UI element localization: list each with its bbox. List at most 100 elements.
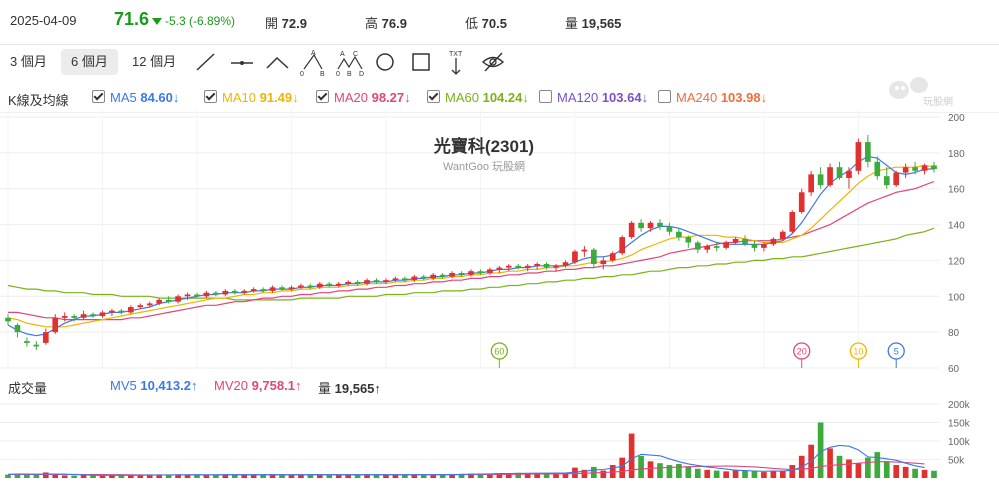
candle-body — [817, 174, 824, 186]
mv5-line — [7, 444, 925, 476]
candle-body — [685, 237, 692, 243]
volume-bar — [52, 474, 59, 478]
low-label: 低 — [465, 16, 479, 31]
volume-bar — [449, 474, 455, 478]
range-6m-button[interactable]: 6 個月 — [61, 49, 118, 75]
price-tick-label: 100 — [948, 292, 965, 303]
abcd-pattern-icon[interactable]: A C 0 B D — [336, 49, 364, 78]
volume-bar — [893, 465, 900, 478]
candle-body — [118, 310, 125, 313]
ma60-checkbox[interactable] — [427, 90, 440, 103]
volume-bar — [827, 448, 833, 478]
candle-body — [562, 262, 569, 266]
volume-bar — [515, 472, 522, 478]
volume-bar — [543, 472, 550, 478]
volume-bars — [5, 422, 937, 478]
candle-body — [71, 316, 77, 318]
volume-bar — [71, 475, 77, 478]
volume-bar — [685, 466, 692, 478]
volume-bar — [14, 473, 21, 478]
ma5-toggle[interactable]: MA5 84.60↓ — [92, 90, 179, 105]
ma120-checkbox[interactable] — [539, 90, 552, 103]
hide-drawings-icon[interactable] — [480, 49, 508, 75]
price-chart[interactable]: 60 80 100 120 140 160 180 200 光寶科(2301) WantGoo… — [0, 110, 999, 372]
price-tick-label: 60 — [948, 364, 960, 372]
range-12m-button[interactable]: 12 個月 — [132, 54, 177, 69]
open-label: 開 — [265, 16, 279, 31]
candle-body — [846, 170, 852, 178]
horizontal-line-icon[interactable] — [228, 49, 256, 75]
ma10-checkbox[interactable] — [204, 90, 217, 103]
ma-legend: K線及均線 MA5 84.60↓ MA10 91.49↓ MA20 98.27↓… — [0, 86, 999, 110]
volume-bar — [865, 457, 871, 478]
legend-divider — [0, 112, 999, 113]
volume-y-axis: 50k 100k 150k 200k — [948, 400, 971, 467]
abc-label-0: 0 — [300, 71, 304, 78]
candle-body — [411, 276, 418, 281]
rectangle-icon[interactable] — [408, 49, 436, 75]
volume-bar — [33, 475, 40, 478]
candle-body — [657, 222, 663, 227]
candle-body — [704, 246, 711, 250]
volume-bar — [505, 473, 512, 478]
candle-body — [279, 287, 285, 290]
ma10-toggle[interactable]: MA10 91.49↓ — [204, 90, 299, 105]
volume-bar — [524, 473, 531, 478]
candle-body — [477, 271, 484, 273]
circle-icon[interactable] — [372, 49, 400, 75]
last-price: 71.6 — [114, 9, 150, 29]
price-tick-label: 120 — [948, 256, 965, 267]
candle-body — [42, 332, 49, 343]
candle-body — [354, 281, 361, 284]
volume-bar — [779, 470, 786, 478]
price-tick-label: 160 — [948, 185, 965, 196]
volume-bar — [931, 470, 937, 478]
volume-stat: 量 19,565 — [565, 13, 621, 32]
volume-label: 量 — [565, 16, 579, 31]
candle-body — [534, 264, 540, 266]
logo-text: 玩股網 — [923, 95, 953, 108]
candle-body — [893, 172, 900, 186]
ma240-toggle[interactable]: MA240 103.98↓ — [658, 90, 767, 105]
ma-marker-label: 60 — [494, 347, 504, 357]
volume-bar — [24, 474, 30, 478]
ma240-checkbox[interactable] — [658, 90, 671, 103]
candle-body — [628, 222, 635, 238]
price-tick-label: 180 — [948, 149, 965, 160]
volume-bar — [439, 474, 446, 478]
ma120-toggle[interactable]: MA120 103.64↓ — [539, 90, 648, 105]
ma20-toggle[interactable]: MA20 98.27↓ — [316, 90, 411, 105]
candle-body — [383, 280, 389, 282]
volume-bar — [90, 475, 96, 478]
candle-body — [14, 324, 21, 333]
volume-bar — [42, 472, 49, 478]
ma240-name: MA240 — [676, 90, 718, 105]
volume-bar — [855, 463, 862, 478]
chart-title: 光寶科(2301) — [433, 136, 534, 156]
range-3m-button[interactable]: 3 個月 — [10, 54, 47, 69]
volume-chart[interactable]: 50k 100k 150k 200k — [0, 396, 999, 482]
volume-bar — [751, 471, 758, 478]
open-stat: 開 72.9 — [265, 13, 307, 32]
text-icon[interactable]: TXT — [444, 49, 472, 75]
wave-line-icon[interactable] — [264, 49, 292, 75]
volume-tick-label: 50k — [948, 456, 965, 467]
volume-bar — [288, 475, 295, 478]
volume-bar — [846, 459, 852, 478]
high-stat: 高 76.9 — [365, 13, 407, 32]
volume-bar — [307, 475, 314, 478]
ma5-checkbox[interactable] — [92, 90, 105, 103]
candle-body — [647, 222, 654, 229]
volume-bar — [194, 475, 200, 478]
volume-bar — [279, 474, 285, 478]
ma20-checkbox[interactable] — [316, 90, 329, 103]
ma60-line — [7, 227, 935, 301]
abc-pattern-icon[interactable]: A 0 B — [300, 49, 328, 78]
abcd-label-d: D — [359, 71, 364, 78]
candle-body — [902, 167, 909, 173]
candle-body — [591, 249, 597, 265]
volume-tick-label: 200k — [948, 400, 971, 411]
volume-bar — [468, 473, 474, 478]
ma60-toggle[interactable]: MA60 104.24↓ — [427, 90, 529, 105]
trend-line-icon[interactable] — [192, 49, 220, 75]
